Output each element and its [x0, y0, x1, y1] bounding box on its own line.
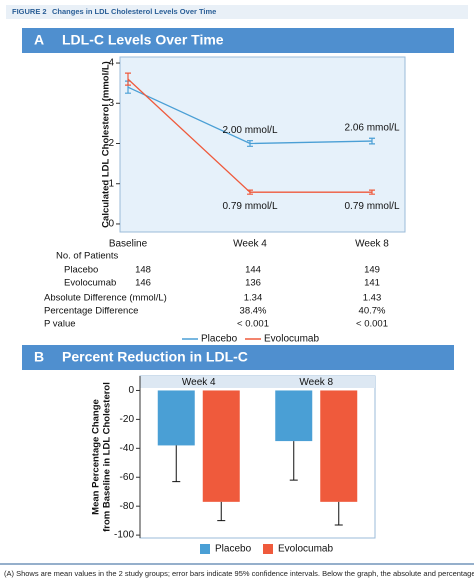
y-tick-label: -40: [120, 443, 135, 454]
error-bar: [289, 441, 298, 481]
x-tick-label: Baseline: [109, 239, 148, 250]
x-tick-label: Week 4: [233, 239, 267, 250]
cell: 1.34: [244, 293, 263, 304]
category-strip: [140, 376, 375, 388]
error-bar: [125, 72, 131, 86]
data-label: 0.79 mmol/L: [222, 201, 277, 212]
panel-a-header: [22, 28, 454, 53]
table-heading: No. of Patients: [56, 251, 119, 262]
y-tick-label: -80: [120, 501, 135, 512]
panel-title: Percent Reduction in LDL-C: [62, 349, 248, 365]
row-label: Evolocumab: [64, 278, 116, 289]
legend-label: Evolocumab: [278, 544, 333, 555]
y-tick-label: 0: [128, 385, 134, 396]
cell: 146: [135, 278, 151, 289]
y-tick-label: 4: [108, 58, 114, 69]
y-tick-label: -20: [120, 414, 135, 425]
y-tick-label: -60: [120, 472, 135, 483]
y-tick-label: 3: [108, 98, 114, 109]
panel-letter: A: [34, 32, 44, 48]
error-bar: [217, 501, 226, 522]
bar: [157, 390, 195, 446]
y-tick-label: -100: [114, 530, 134, 541]
row-label: Absolute Difference (mmol/L): [44, 293, 167, 304]
figure-header: [6, 5, 468, 19]
legend-label: Placebo: [201, 334, 238, 345]
cell: 1.43: [363, 293, 382, 304]
row-label: P value: [44, 319, 76, 330]
category-label: Week 4: [182, 377, 216, 388]
legend-swatch: [263, 544, 273, 554]
y-tick-label: 0: [108, 219, 114, 230]
y-axis-label: Mean Percentage Change: [91, 399, 102, 515]
error-bar: [247, 189, 253, 195]
cell: 149: [364, 265, 380, 276]
legend-label: Placebo: [215, 544, 252, 555]
bar: [275, 390, 313, 442]
panel-b-header: [22, 345, 454, 370]
row-label: Placebo: [64, 265, 98, 276]
plot-area: [119, 56, 406, 233]
error-bar: [334, 501, 343, 526]
y-axis-label: from Baseline in LDL Cholesterol: [102, 382, 113, 532]
bar: [320, 390, 358, 502]
y-axis-label: Calculated LDL Cholesterol (mmol/L): [101, 61, 112, 228]
cell: 40.7%: [359, 306, 386, 317]
figure-title: Changes in LDL Cholesterol Levels Over T…: [52, 7, 216, 16]
error-bar: [369, 137, 375, 145]
cell: 144: [245, 265, 261, 276]
error-bar: [247, 140, 253, 147]
cell: < 0.001: [237, 319, 269, 330]
category-label: Week 8: [299, 377, 333, 388]
cell: 141: [364, 278, 380, 289]
data-label: 0.79 mmol/L: [344, 201, 399, 212]
cell: 136: [245, 278, 261, 289]
error-bar: [172, 445, 181, 483]
row-label: Percentage Difference: [44, 306, 138, 317]
bar: [202, 390, 240, 502]
caption: (A) Shows are mean values in the 2 study…: [4, 569, 474, 578]
panel-letter: B: [34, 349, 44, 365]
legend-label: Evolocumab: [264, 334, 319, 345]
error-bar: [369, 189, 375, 195]
data-label: 2.06 mmol/L: [344, 123, 399, 134]
x-tick-label: Week 8: [355, 239, 389, 250]
cell: < 0.001: [356, 319, 388, 330]
y-tick-label: 1: [108, 178, 114, 189]
cell: 38.4%: [240, 306, 267, 317]
figure-label: FIGURE 2: [12, 7, 47, 16]
data-label: 2.00 mmol/L: [222, 125, 277, 136]
cell: 148: [135, 265, 151, 276]
legend-swatch: [200, 544, 210, 554]
y-tick-label: 2: [108, 138, 114, 149]
panel-title: LDL-C Levels Over Time: [62, 32, 224, 48]
